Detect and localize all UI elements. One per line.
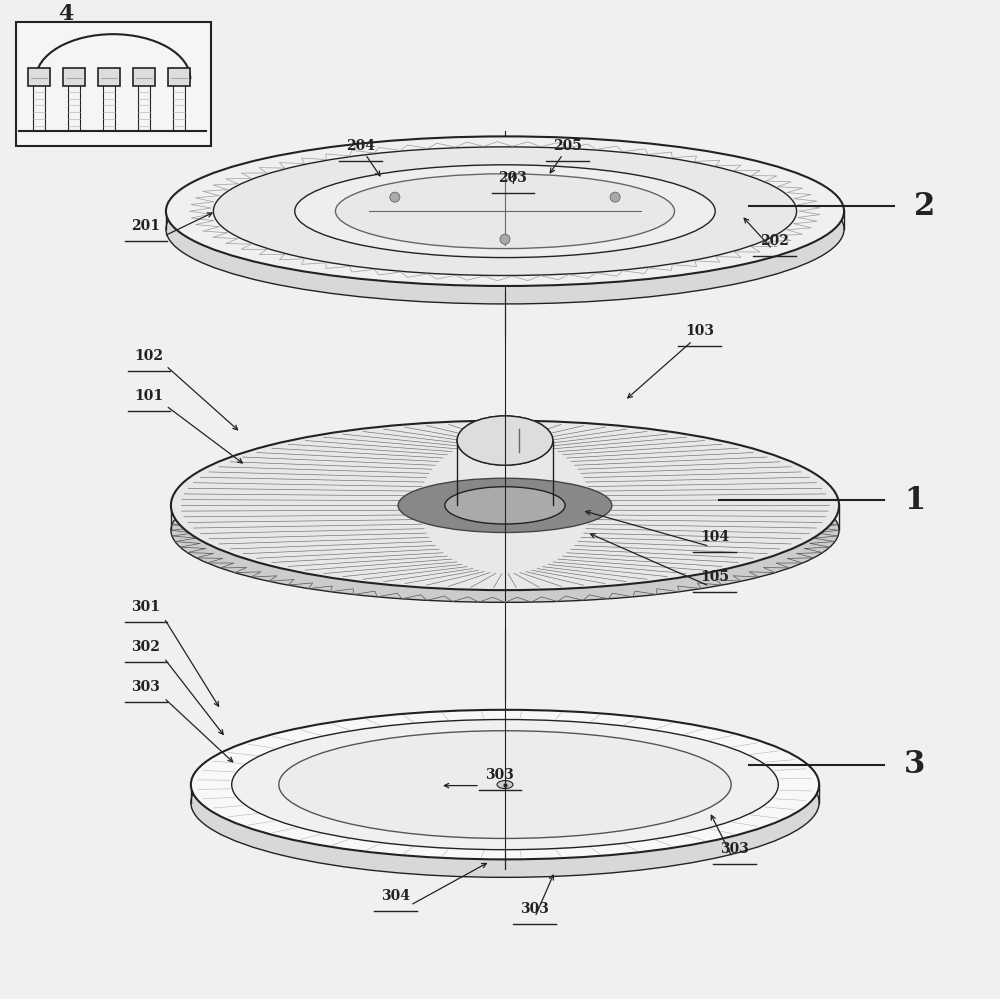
Text: 104: 104 (700, 530, 729, 544)
Text: 101: 101 (134, 389, 164, 403)
Text: 303: 303 (486, 767, 514, 781)
Ellipse shape (457, 416, 553, 466)
Text: 2: 2 (914, 191, 935, 222)
Ellipse shape (457, 416, 553, 466)
Ellipse shape (232, 719, 778, 850)
Text: 102: 102 (134, 349, 163, 363)
FancyBboxPatch shape (133, 68, 155, 86)
Ellipse shape (497, 780, 513, 788)
Text: 4: 4 (59, 3, 74, 25)
Ellipse shape (295, 165, 715, 258)
Ellipse shape (335, 174, 675, 249)
Ellipse shape (279, 730, 731, 838)
Text: 303: 303 (132, 680, 160, 694)
Text: 205: 205 (553, 139, 582, 154)
Text: 302: 302 (132, 640, 160, 654)
Text: 201: 201 (131, 219, 160, 233)
Text: 304: 304 (381, 889, 410, 903)
Ellipse shape (191, 710, 819, 859)
FancyBboxPatch shape (28, 68, 50, 86)
Text: 105: 105 (700, 570, 729, 584)
Ellipse shape (171, 421, 839, 590)
Text: 203: 203 (499, 171, 527, 185)
Text: 303: 303 (720, 842, 749, 856)
Text: 301: 301 (131, 600, 160, 614)
Circle shape (500, 234, 510, 244)
Ellipse shape (213, 147, 797, 276)
Ellipse shape (398, 479, 612, 532)
Circle shape (610, 192, 620, 202)
Text: 1: 1 (904, 485, 925, 515)
Text: 202: 202 (760, 234, 789, 248)
FancyBboxPatch shape (168, 68, 190, 86)
Text: 204: 204 (346, 139, 375, 154)
Text: 3: 3 (904, 749, 925, 780)
Text: 103: 103 (685, 324, 714, 338)
FancyBboxPatch shape (16, 22, 211, 147)
Text: 303: 303 (520, 902, 549, 916)
Ellipse shape (191, 727, 819, 877)
Ellipse shape (166, 155, 844, 304)
Ellipse shape (166, 137, 844, 286)
FancyBboxPatch shape (63, 68, 85, 86)
Ellipse shape (171, 459, 839, 602)
FancyBboxPatch shape (98, 68, 120, 86)
Circle shape (390, 192, 400, 202)
Ellipse shape (445, 487, 565, 524)
